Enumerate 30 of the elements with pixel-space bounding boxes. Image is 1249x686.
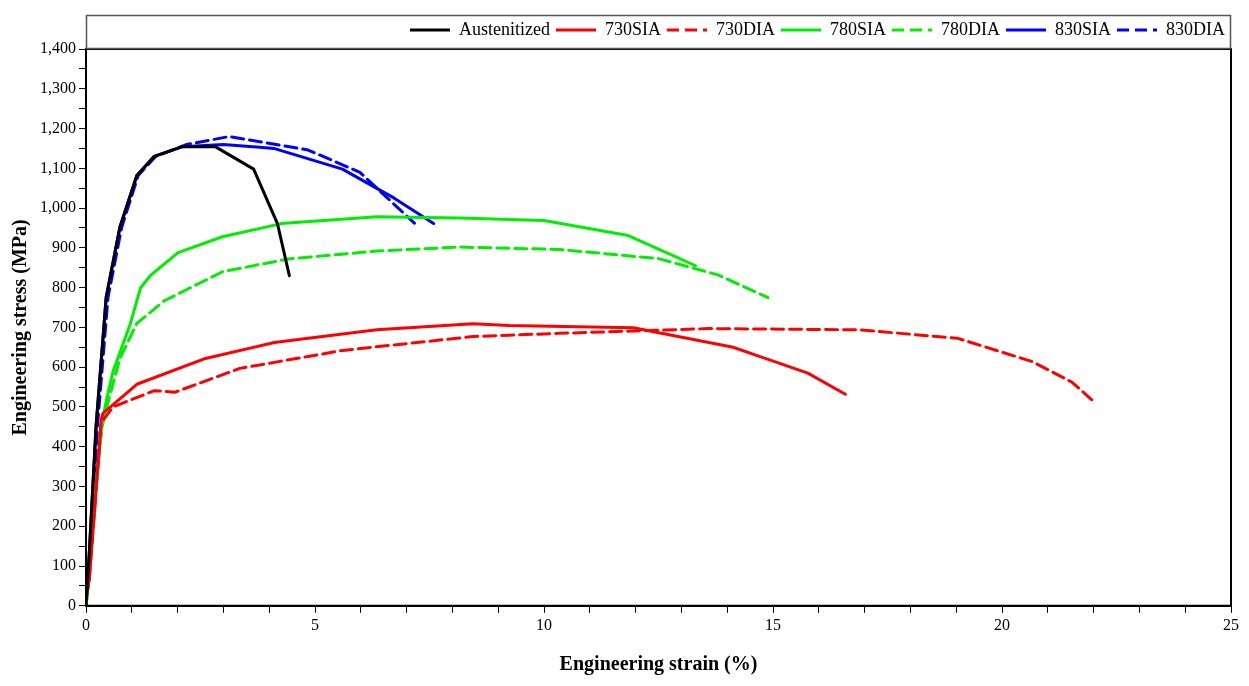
legend-label: 830SIA — [1055, 18, 1112, 39]
y-tick-label: 300 — [52, 476, 76, 494]
legend-label: 730DIA — [716, 18, 776, 39]
y-tick-label: 200 — [52, 516, 76, 534]
legend-label: 830DIA — [1166, 18, 1226, 39]
x-tick-label: 0 — [82, 615, 90, 633]
legend-label: 780SIA — [830, 18, 887, 39]
y-tick-label: 1,200 — [40, 118, 76, 136]
y-tick-label: 0 — [68, 596, 76, 613]
y-tick-label: 100 — [52, 556, 76, 574]
x-tick-label: 10 — [536, 615, 552, 633]
legend-label: 780DIA — [941, 18, 1001, 39]
x-tick-label: 15 — [765, 615, 781, 633]
legend-label: 730SIA — [605, 18, 662, 39]
y-tick-label: 900 — [52, 238, 76, 256]
y-tick-label: 800 — [52, 277, 76, 295]
x-tick-label: 25 — [1223, 615, 1239, 633]
x-axis-title: Engineering strain (%) — [559, 652, 758, 676]
y-tick-label: 1,400 — [40, 39, 76, 57]
y-tick-label: 1,300 — [40, 78, 76, 96]
y-axis-title: Engineering stress (MPa) — [8, 219, 32, 436]
y-tick-label: 600 — [52, 357, 76, 375]
x-tick-label: 5 — [311, 615, 319, 633]
y-tick-label: 1,000 — [40, 198, 76, 216]
y-tick-label: 1,100 — [40, 158, 76, 176]
y-tick-label: 500 — [52, 397, 76, 415]
y-tick-label: 400 — [52, 436, 76, 454]
y-tick-label: 700 — [52, 317, 76, 335]
legend-label: Austenitized — [459, 18, 551, 39]
x-tick-label: 20 — [994, 615, 1010, 633]
